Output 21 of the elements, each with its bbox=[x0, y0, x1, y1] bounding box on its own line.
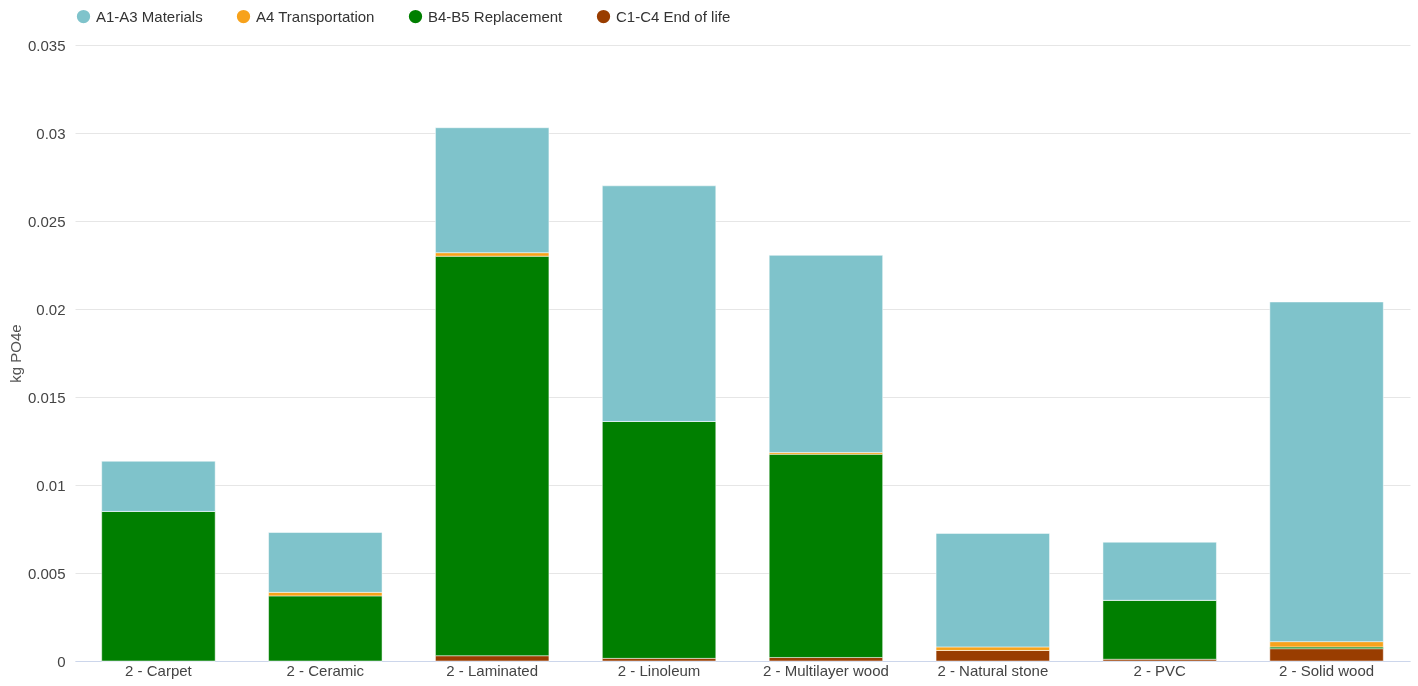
x-tick-label: 2 - Ceramic bbox=[286, 661, 365, 679]
y-tick-label: 0 bbox=[57, 652, 66, 670]
legend-label: A4 Transportation bbox=[256, 7, 375, 25]
legend-label: C1-C4 End of life bbox=[616, 7, 731, 25]
x-tick-label: 2 - Solid wood bbox=[1279, 661, 1375, 679]
y-axis-title: kg PO4e bbox=[6, 324, 24, 383]
x-tick-label: 2 - Laminated bbox=[446, 661, 539, 679]
y-tick-label: 0.025 bbox=[27, 212, 66, 230]
x-tick-label: 2 - PVC bbox=[1133, 661, 1187, 679]
x-tick-label: 2 - Natural stone bbox=[937, 661, 1049, 679]
x-tick-label: 2 - Linoleum bbox=[617, 661, 701, 679]
y-tick-label: 0.01 bbox=[36, 476, 66, 494]
x-tick-label: 2 - Carpet bbox=[125, 661, 193, 679]
legend-label: A1-A3 Materials bbox=[96, 7, 203, 25]
y-tick-label: 0.015 bbox=[27, 388, 66, 406]
y-tick-label: 0.02 bbox=[36, 300, 66, 318]
legend-label: B4-B5 Replacement bbox=[428, 7, 564, 25]
y-tick-label: 0.005 bbox=[27, 564, 66, 582]
y-tick-label: 0.035 bbox=[27, 36, 66, 54]
y-tick-label: 0.03 bbox=[36, 124, 66, 142]
x-tick-label: 2 - Multilayer wood bbox=[762, 661, 889, 679]
